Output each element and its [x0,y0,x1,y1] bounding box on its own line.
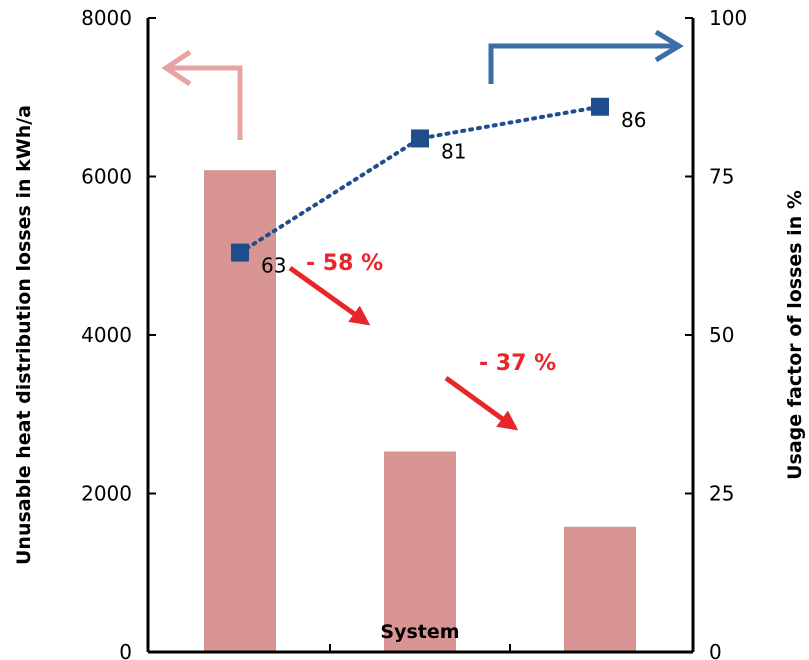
right-axis-indicator-arrow [488,43,675,84]
bars [204,170,636,652]
y-tick-label: 6000 [81,165,132,189]
reduction-arrow-1 [288,265,371,326]
marker-2L [411,129,429,148]
bar-4L [204,170,276,652]
reduction-label-1: - 58 % [306,251,383,276]
bar-2L [384,451,456,652]
data-label-2L: 81 [441,139,466,163]
usage-factor-markers [231,97,609,262]
y-tick-label: 2000 [81,482,132,506]
reduction-arrow-2 [444,375,519,431]
right-axis-indicator-arrowhead [654,29,684,63]
marker-4L [231,243,249,262]
y-tick-label: 8000 [81,6,132,30]
y2-axis-title: Usage factor of losses in % [784,190,806,480]
y-tick-label: 4000 [81,323,132,347]
left-axis-indicator-arrow [170,65,243,140]
y2-tick-label: 25 [709,482,734,506]
data-label-4L: 63 [261,254,286,278]
bar-2L-opt [564,526,636,652]
usage-factor-labels: 63 81 86 [261,108,646,278]
reduction-label-2: - 37 % [479,351,556,376]
y-tick-label: 0 [119,640,132,660]
y2-tick-label: 75 [709,165,734,189]
y2-tick-label: 50 [709,323,734,347]
left-axis-indicator-arrowhead [161,49,192,87]
y2-tick-label: 0 [709,640,722,660]
usage-factor-line [238,104,602,255]
ticks: 0200040006000800002550751004L2L2L-opt [81,6,747,660]
x-axis-title: System [380,621,459,643]
y2-tick-label: 100 [709,6,747,30]
marker-2L-opt [591,97,609,116]
y-axis-title: Unusable heat distribution losses in kWh… [13,105,35,565]
data-label-2L-opt: 86 [621,108,646,132]
